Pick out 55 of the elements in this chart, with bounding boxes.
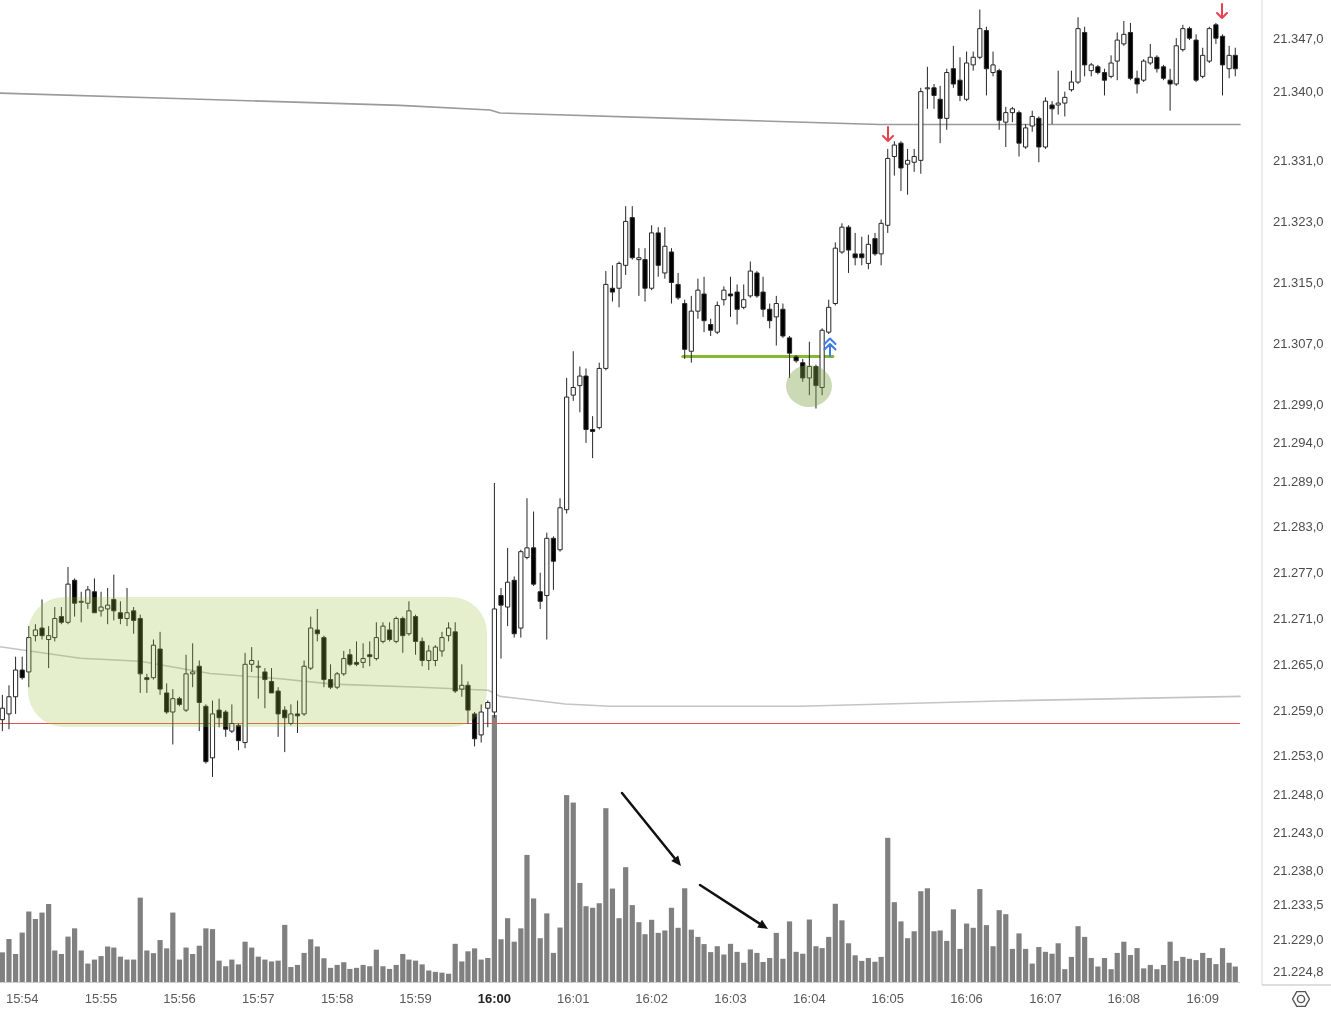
x-tick-label: 16:05	[871, 991, 905, 1006]
x-tick-label: 15:55	[84, 991, 118, 1006]
x-tick-label: 16:06	[950, 991, 983, 1006]
y-tick-label: 21.243,0	[1273, 824, 1324, 840]
candlestick	[800, 358, 806, 383]
y-tick-label: 21.294,0	[1273, 435, 1324, 451]
x-tick-label: 16:03	[714, 991, 747, 1006]
y-tick-label: 21.233,5	[1273, 897, 1324, 913]
candlestick	[786, 335, 793, 379]
bar	[1160, 964, 1167, 982]
y-tick-label: 21.229,0	[1273, 931, 1324, 947]
x-tick-label: 16:02	[635, 991, 668, 1006]
y-tick-label: 21.331,0	[1273, 152, 1324, 168]
y-tick-label: 21.323,0	[1273, 213, 1324, 229]
candlestick	[682, 299, 688, 360]
candlestick	[708, 318, 714, 337]
y-tick-label: 21.271,0	[1273, 611, 1324, 627]
x-tick-label: 15:57	[242, 991, 275, 1006]
candlestick	[314, 608, 320, 642]
y-tick-label: 21.238,0	[1273, 863, 1324, 879]
line-series	[0, 92, 1241, 126]
candlestick	[255, 659, 261, 700]
x-tick-label: 15:54	[5, 991, 39, 1006]
bar	[727, 943, 734, 982]
x-tick-label: 16:01	[556, 991, 590, 1006]
candlestick	[714, 301, 720, 335]
y-tick-label: 21.248,0	[1273, 786, 1324, 802]
y-tick-label: 21.340,0	[1273, 84, 1324, 100]
y-tick-label: 21.315,0	[1273, 275, 1324, 291]
candlestick	[367, 640, 373, 667]
y-tick-label: 21.347,0	[1273, 30, 1324, 46]
bar	[209, 929, 216, 982]
x-tick-label: 16:08	[1107, 991, 1141, 1006]
candlestick	[570, 350, 576, 402]
x-tick-label: 16:00	[477, 991, 512, 1006]
x-tick-label: 16:07	[1029, 991, 1062, 1006]
candlestick	[675, 272, 681, 301]
y-tick-label: 21.307,0	[1273, 336, 1324, 352]
candlestick	[793, 354, 799, 364]
x-tick-label: 15:56	[163, 991, 196, 1006]
line-series	[0, 645, 1241, 708]
candlestick	[262, 667, 268, 709]
y-tick-label: 21.277,0	[1273, 565, 1324, 581]
x-tick-label: 16:09	[1186, 991, 1219, 1006]
candlestick	[196, 659, 202, 732]
y-tick-label: 21.259,0	[1273, 702, 1324, 718]
y-tick-label: 21.253,0	[1273, 748, 1324, 764]
y-tick-label: 21.283,0	[1273, 519, 1324, 535]
x-tick-label: 15:59	[399, 991, 432, 1006]
y-tick-label: 21.265,0	[1273, 656, 1324, 672]
x-tick-label: 16:04	[793, 991, 826, 1006]
y-tick-label: 21.224,8	[1273, 963, 1324, 979]
x-tick-label: 15:58	[320, 991, 354, 1006]
y-tick-label: 21.299,0	[1273, 397, 1324, 413]
y-tick-label: 21.289,0	[1273, 473, 1324, 489]
